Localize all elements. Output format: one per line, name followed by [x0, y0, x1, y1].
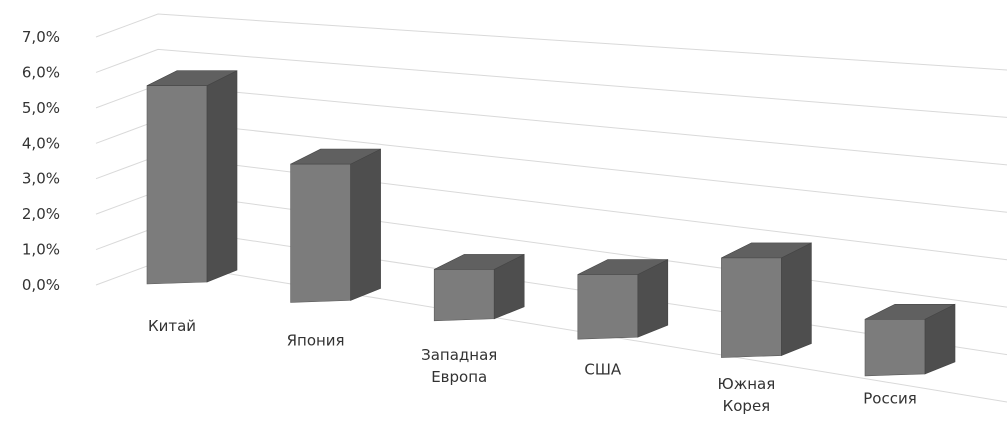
bar	[433, 253, 525, 322]
bar-side-face	[350, 148, 381, 301]
x-axis-category-labels: Китай Япония Западная Европа США Южная Корея Ро…	[148, 317, 917, 415]
y-tick-label: 0,0%	[22, 276, 60, 294]
bar-top-face	[721, 242, 812, 259]
gridline	[95, 48, 1007, 118]
y-tick-label: 1,0%	[22, 241, 60, 259]
x-category-label: Южная Корея	[718, 375, 776, 415]
bars	[146, 70, 956, 377]
bar-front-face	[864, 318, 926, 377]
y-axis-tick-labels: 0,0% 1,0% 2,0% 3,0% 4,0% 5,0% 6,0% 7,0%	[22, 28, 60, 294]
y-tick-label: 3,0%	[22, 170, 60, 188]
bar-side-face	[781, 242, 812, 356]
bar	[721, 242, 812, 358]
y-tick-label: 2,0%	[22, 205, 60, 223]
x-category-label: США	[584, 361, 622, 379]
bar-front-face	[721, 257, 782, 358]
x-category-label: Западная Европа	[421, 346, 497, 386]
x-category-label: Япония	[287, 332, 345, 350]
bar	[577, 259, 669, 340]
bar	[290, 148, 381, 303]
x-category-label: Россия	[863, 390, 917, 408]
bar-side-face	[206, 70, 238, 283]
bar-front-face	[146, 85, 208, 285]
bar-top-face	[864, 303, 956, 320]
y-tick-label: 5,0%	[22, 99, 60, 117]
y-tick-label: 6,0%	[22, 63, 60, 81]
bar-top-face	[146, 70, 238, 86]
bar-front-face	[433, 269, 495, 322]
bar-front-face	[290, 163, 351, 303]
bar-top-face	[290, 148, 381, 165]
bar-front-face	[577, 274, 639, 340]
bar	[864, 303, 956, 377]
bar	[146, 70, 238, 285]
bar-top-face	[577, 259, 668, 275]
y-tick-label: 7,0%	[22, 28, 60, 46]
gridline	[95, 13, 1007, 71]
y-tick-label: 4,0%	[22, 134, 60, 152]
x-category-label: Китай	[148, 317, 196, 335]
bar-top-face	[434, 254, 525, 270]
